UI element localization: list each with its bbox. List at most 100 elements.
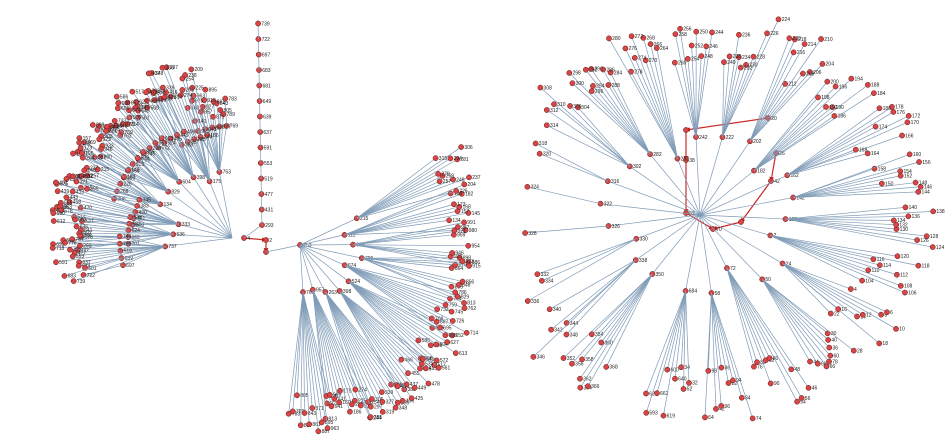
tree-node[interactable]: 252 [688, 42, 703, 49]
tree-node[interactable]: 308 [537, 84, 552, 91]
tree-node[interactable]: 226 [764, 30, 779, 37]
tree-node[interactable]: 225 [351, 397, 367, 405]
tree-node[interactable]: 248 [450, 176, 465, 183]
tree-node[interactable]: 166 [899, 132, 914, 139]
tree-node[interactable]: 923 [459, 258, 474, 265]
tree-node[interactable]: 254 [179, 75, 194, 82]
tree-node[interactable]: 362 [577, 375, 592, 383]
tree-node[interactable]: 762 [461, 305, 476, 312]
tree-node[interactable]: 683 [256, 67, 271, 74]
tree-node[interactable]: 248 [81, 167, 96, 174]
tree-node[interactable]: 134 [157, 201, 172, 208]
tree-node[interactable]: 339 [160, 84, 175, 91]
tree-node[interactable]: 2 [263, 237, 272, 244]
tree-node[interactable]: 652 [124, 99, 139, 106]
tree-node[interactable]: 722 [80, 272, 95, 279]
tree-node[interactable]: 173 [77, 145, 92, 152]
tree-node[interactable]: 70 [710, 226, 722, 233]
tree-node[interactable]: 591 [257, 144, 272, 151]
tree-node[interactable]: 286 [600, 66, 615, 73]
tree-node[interactable]: 328 [522, 230, 537, 237]
tree-node[interactable]: 118 [915, 262, 930, 269]
tree-node[interactable]: 120 [894, 253, 909, 260]
tree-node[interactable]: 619 [660, 412, 675, 419]
tree-node[interactable]: 182 [751, 167, 766, 174]
tree-node[interactable]: 281 [454, 156, 469, 163]
tree-node[interactable]: 637 [257, 129, 272, 136]
tree-node[interactable]: 270 [642, 57, 657, 64]
tree-node[interactable]: 284 [607, 69, 622, 76]
tree-node[interactable]: 443 [63, 194, 78, 201]
tree-node[interactable]: 324 [524, 183, 539, 191]
tree-node[interactable]: 957 [197, 108, 213, 116]
tree-node[interactable]: 72 [724, 265, 736, 272]
tree-node[interactable]: 54 [794, 398, 806, 405]
tree-node[interactable]: 336 [524, 298, 540, 305]
tree-node[interactable] [738, 219, 744, 225]
tree-node[interactable]: 236 [736, 31, 751, 39]
tree-node[interactable]: 861 [210, 98, 225, 105]
tree-node[interactable]: 225 [189, 84, 204, 91]
tree-node[interactable]: 466 [398, 356, 413, 363]
tree-node[interactable]: 714 [463, 329, 478, 337]
tree-node[interactable]: 778 [62, 239, 77, 247]
tree-node[interactable]: 304 [575, 104, 590, 111]
tree-node[interactable]: 260 [671, 59, 687, 66]
tree-node[interactable]: 168 [76, 139, 91, 146]
tree-node[interactable]: 276 [622, 45, 637, 52]
tree-node[interactable]: 186 [831, 113, 846, 120]
tree-node[interactable]: 196 [832, 83, 847, 90]
tree-node[interactable]: 218 [791, 36, 807, 43]
tree-node[interactable]: 783 [222, 95, 237, 102]
tree-node[interactable]: 431 [258, 206, 273, 213]
tree-node[interactable]: 519 [258, 175, 273, 182]
tree-node[interactable]: 22 [827, 310, 840, 317]
tree-node[interactable]: 346 [530, 354, 545, 361]
tree-node[interactable]: 104 [859, 277, 874, 284]
tree-node[interactable]: 60 [827, 352, 840, 359]
tree-node[interactable]: 184 [871, 90, 886, 97]
tree-node[interactable]: 697 [255, 51, 270, 58]
tree-node[interactable]: 627 [133, 99, 148, 106]
tree-node[interactable]: 708 [428, 315, 444, 322]
tree-node[interactable]: 274 [177, 92, 192, 99]
tree-node[interactable]: 106 [902, 289, 917, 296]
tree-node[interactable]: 296 [588, 88, 603, 95]
tree-node[interactable]: 292 [582, 66, 598, 74]
tree-node[interactable]: 856 [459, 278, 474, 285]
tree-node[interactable]: 695 [437, 324, 452, 331]
tree-node[interactable]: 352 [560, 355, 575, 362]
tree-node[interactable]: 739 [70, 278, 85, 285]
tree-node[interactable]: 612 [50, 218, 66, 225]
tree-node[interactable]: 297 [367, 403, 383, 410]
tree-node[interactable]: 667 [433, 318, 448, 326]
tree-node[interactable]: 160 [336, 399, 351, 406]
tree-node[interactable]: 250 [693, 28, 708, 35]
tree-node[interactable]: 627 [444, 339, 459, 346]
tree-node[interactable]: 74 [749, 415, 762, 422]
tree-node[interactable]: 78 [826, 358, 838, 365]
tree-node[interactable]: 624 [125, 227, 140, 234]
tree-node[interactable]: 887 [315, 428, 330, 435]
tree-node[interactable]: 145 [465, 210, 480, 217]
tree-node[interactable]: 927 [199, 104, 214, 111]
tree-node[interactable]: 753 [297, 242, 312, 249]
tree-node[interactable]: 238 [726, 53, 741, 60]
tree-node[interactable]: 121 [451, 227, 466, 234]
tree-node[interactable]: 316 [604, 178, 620, 185]
tree-node[interactable]: 298 [566, 70, 581, 77]
tree-node[interactable]: 96 [718, 403, 731, 410]
tree-node[interactable]: 112 [894, 271, 908, 279]
tree-node[interactable]: 188 [864, 82, 880, 89]
tree-node[interactable]: 789 [220, 111, 235, 118]
tree-node[interactable]: 652 [449, 332, 464, 339]
tree-node[interactable]: 186 [347, 408, 362, 415]
tree-node[interactable]: 312 [543, 107, 559, 114]
tree-node[interactable]: 759 [442, 302, 457, 309]
tree-node[interactable]: 582 [126, 220, 141, 227]
tree-node[interactable]: 132 [893, 221, 908, 229]
tree-node[interactable]: 182 [458, 191, 474, 198]
tree-node[interactable]: 222 [719, 134, 734, 141]
tree-node[interactable]: 733 [434, 306, 449, 313]
tree-node[interactable]: 28 [850, 347, 863, 354]
